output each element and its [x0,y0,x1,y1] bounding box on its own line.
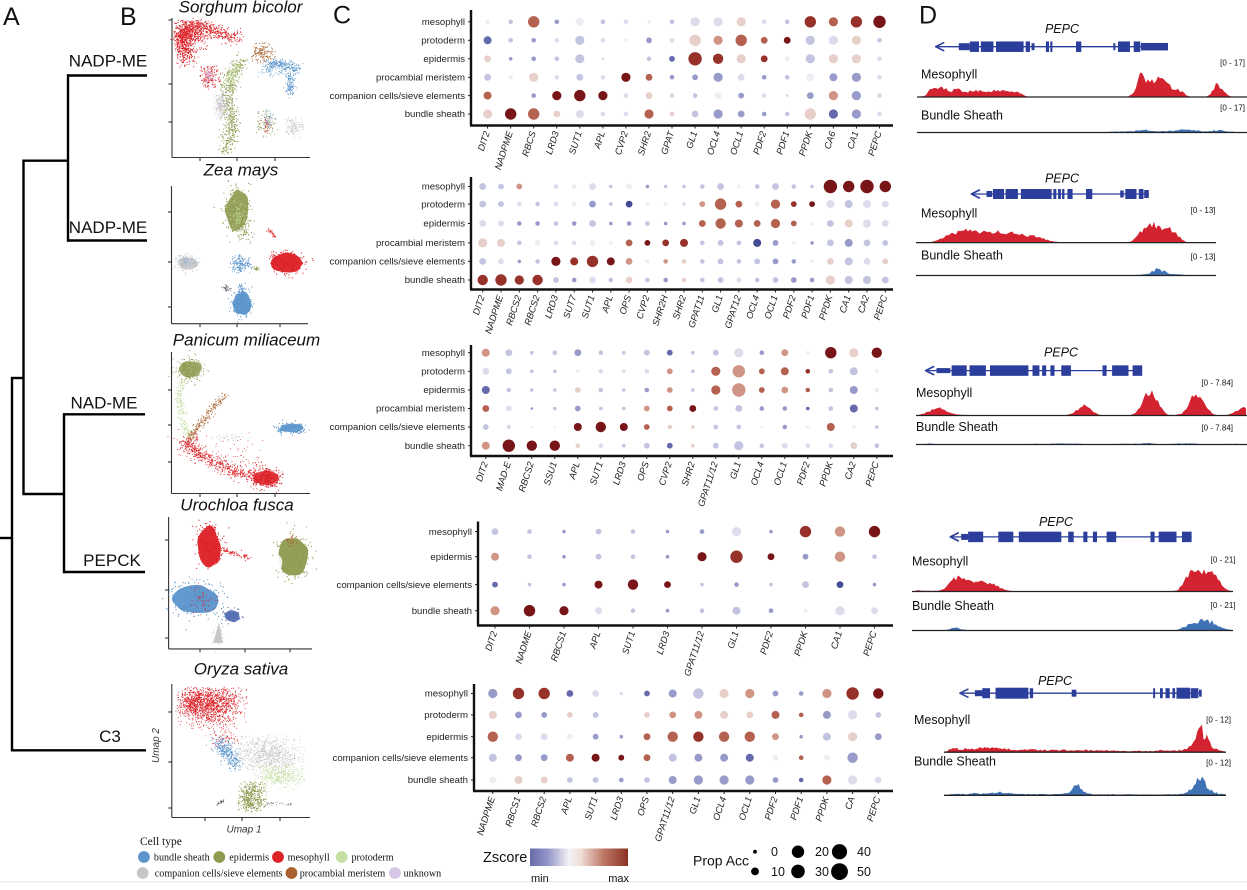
svg-text:bundle sheath: bundle sheath [405,275,465,286]
svg-text:[0 - 21]: [0 - 21] [1211,601,1236,610]
svg-text:Mesophyll: Mesophyll [914,713,970,727]
svg-text:Mesophyll: Mesophyll [916,386,972,400]
svg-text:Bundle Sheath: Bundle Sheath [914,755,996,769]
svg-text:companion cells/sieve elements: companion cells/sieve elements [333,753,469,764]
svg-text:Panicum miliaceum: Panicum miliaceum [173,331,320,350]
svg-text:PEPC: PEPC [1044,346,1079,360]
svg-text:epidermis: epidermis [229,853,269,864]
svg-text:epidermis: epidermis [423,385,465,396]
svg-text:Zscore: Zscore [483,850,527,866]
svg-text:10: 10 [771,865,785,879]
svg-text:Cell type: Cell type [140,836,182,848]
svg-text:50: 50 [857,865,871,879]
svg-text:Prop Acc: Prop Acc [693,853,749,869]
svg-text:NADP-ME: NADP-ME [69,52,147,71]
svg-text:mesophyll: mesophyll [422,348,465,359]
svg-text:mesophyll: mesophyll [429,527,472,538]
svg-text:min: min [531,873,549,885]
svg-text:companion cells/sieve elements: companion cells/sieve elements [330,257,466,268]
svg-text:40: 40 [857,845,871,859]
svg-text:max: max [608,873,629,885]
svg-text:Umap 1: Umap 1 [226,825,261,836]
svg-text:bundle sheath: bundle sheath [405,109,465,120]
svg-text:0: 0 [771,845,778,859]
svg-text:PEPC: PEPC [1039,515,1074,529]
svg-text:[0 - 17]: [0 - 17] [1220,59,1245,68]
svg-text:mesophyll: mesophyll [422,17,465,28]
svg-text:Sorghum bicolor: Sorghum bicolor [179,0,304,17]
svg-text:Mesophyll: Mesophyll [912,555,968,569]
svg-text:[0 - 13]: [0 - 13] [1191,206,1216,215]
svg-text:mesophyll: mesophyll [288,853,330,864]
svg-text:unknown: unknown [404,869,442,880]
svg-text:bundle sheath: bundle sheath [412,606,472,617]
svg-text:Mesophyll: Mesophyll [921,207,977,221]
svg-text:protoderm: protoderm [424,710,468,721]
svg-text:A: A [3,3,20,31]
svg-text:protoderm: protoderm [421,199,465,210]
svg-text:protoderm: protoderm [421,367,465,378]
svg-text:Umap 2: Umap 2 [151,728,162,763]
svg-text:procambial meristem: procambial meristem [376,238,465,249]
svg-text:Oryza sativa: Oryza sativa [194,660,288,679]
svg-text:PEPC: PEPC [1045,172,1080,186]
svg-text:procambial meristem: procambial meristem [376,404,465,415]
svg-text:procambial meristem: procambial meristem [300,869,386,880]
svg-text:PEPCK: PEPCK [83,551,141,570]
svg-text:CA: CA [843,796,857,811]
svg-text:NAD-ME: NAD-ME [70,394,137,413]
svg-text:protoderm: protoderm [421,36,465,47]
svg-text:[0 - 12]: [0 - 12] [1206,716,1231,725]
svg-text:[0 - 13]: [0 - 13] [1191,253,1216,262]
svg-text:epidermis: epidermis [423,54,465,65]
svg-text:C: C [333,2,351,30]
svg-text:PEPC: PEPC [1038,674,1073,688]
svg-text:[0 - 7.84]: [0 - 7.84] [1201,379,1233,388]
svg-text:[0 - 12]: [0 - 12] [1206,759,1231,768]
svg-text:Bundle Sheath: Bundle Sheath [921,109,1003,123]
svg-text:20: 20 [815,845,829,859]
svg-text:Mesophyll: Mesophyll [921,68,977,82]
svg-text:[0 - 7.84]: [0 - 7.84] [1201,424,1233,433]
svg-text:companion cells/sieve elements: companion cells/sieve elements [330,91,466,102]
svg-text:Bundle Sheath: Bundle Sheath [912,599,994,613]
svg-text:companion cells/sieve elements: companion cells/sieve elements [337,580,473,591]
svg-text:companion cells/sieve elements: companion cells/sieve elements [155,869,283,880]
svg-text:mesophyll: mesophyll [425,689,468,700]
svg-text:D: D [919,2,937,30]
svg-text:epidermis: epidermis [430,552,472,563]
svg-text:30: 30 [815,865,829,879]
svg-text:protoderm: protoderm [352,853,394,864]
svg-text:NADP-ME: NADP-ME [69,218,147,237]
svg-text:B: B [120,3,137,31]
svg-text:PEPC: PEPC [1045,22,1080,36]
svg-text:bundle sheath: bundle sheath [154,853,210,864]
svg-text:[0 - 17]: [0 - 17] [1220,104,1245,113]
svg-text:[0 - 21]: [0 - 21] [1211,556,1236,565]
svg-text:procambial meristem: procambial meristem [376,73,465,84]
svg-text:Urochloa fusca: Urochloa fusca [180,496,293,515]
svg-text:epidermis: epidermis [426,732,468,743]
svg-text:bundle sheath: bundle sheath [405,441,465,452]
svg-text:epidermis: epidermis [423,219,465,230]
svg-text:Zea mays: Zea mays [203,161,279,180]
svg-text:Bundle Sheath: Bundle Sheath [921,249,1003,263]
svg-text:mesophyll: mesophyll [422,182,465,193]
svg-text:Bundle Sheath: Bundle Sheath [916,420,998,434]
svg-text:companion cells/sieve elements: companion cells/sieve elements [330,422,466,433]
svg-text:C3: C3 [99,727,121,746]
svg-text:bundle sheath: bundle sheath [408,775,468,786]
